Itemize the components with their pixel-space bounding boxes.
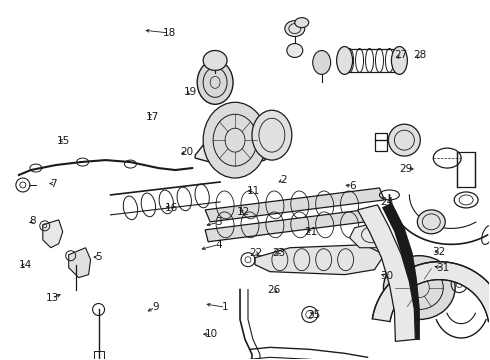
Text: 1: 1	[222, 302, 229, 312]
Polygon shape	[255, 245, 385, 275]
Ellipse shape	[384, 256, 455, 319]
Text: 21: 21	[304, 227, 318, 237]
Bar	[375, 133, 388, 151]
Ellipse shape	[417, 210, 445, 234]
Polygon shape	[358, 205, 416, 341]
Text: 15: 15	[57, 136, 70, 145]
Text: 24: 24	[380, 197, 393, 207]
Ellipse shape	[295, 18, 309, 28]
Polygon shape	[372, 262, 490, 321]
Text: 5: 5	[95, 252, 102, 262]
Ellipse shape	[252, 110, 292, 160]
Text: 14: 14	[19, 260, 32, 270]
Text: 12: 12	[236, 207, 250, 217]
Text: 8: 8	[29, 216, 36, 226]
Text: 4: 4	[215, 239, 222, 249]
Text: 13: 13	[46, 293, 59, 303]
Text: 17: 17	[146, 112, 159, 122]
Text: 25: 25	[308, 310, 321, 320]
Ellipse shape	[313, 50, 331, 75]
Text: 27: 27	[394, 50, 408, 60]
Bar	[457, 152, 475, 187]
Ellipse shape	[203, 102, 267, 178]
Text: 2: 2	[280, 175, 286, 185]
Text: 3: 3	[215, 217, 222, 227]
Text: 20: 20	[180, 147, 193, 157]
Polygon shape	[205, 188, 385, 222]
Text: 18: 18	[163, 28, 176, 38]
Text: 28: 28	[413, 50, 426, 60]
Ellipse shape	[285, 21, 305, 37]
Text: 26: 26	[268, 285, 281, 296]
Ellipse shape	[203, 50, 227, 71]
Ellipse shape	[197, 60, 233, 104]
Ellipse shape	[337, 46, 353, 75]
Polygon shape	[69, 248, 91, 278]
Text: 11: 11	[247, 186, 260, 196]
Polygon shape	[43, 220, 63, 248]
Text: 29: 29	[399, 163, 413, 174]
Text: 22: 22	[249, 248, 262, 258]
Text: 30: 30	[380, 271, 393, 281]
Ellipse shape	[392, 46, 407, 75]
Polygon shape	[349, 222, 390, 248]
Text: 23: 23	[272, 248, 286, 258]
Ellipse shape	[389, 124, 420, 156]
Ellipse shape	[287, 44, 303, 58]
Text: 10: 10	[205, 329, 219, 339]
Text: 32: 32	[433, 247, 446, 257]
Text: 31: 31	[437, 263, 450, 273]
Text: 16: 16	[165, 203, 178, 213]
Polygon shape	[195, 118, 275, 165]
Text: 9: 9	[152, 302, 158, 312]
Bar	[94, 351, 103, 360]
Polygon shape	[205, 208, 382, 242]
Text: 7: 7	[50, 179, 57, 189]
Text: 6: 6	[349, 181, 356, 192]
Text: 19: 19	[184, 87, 197, 97]
